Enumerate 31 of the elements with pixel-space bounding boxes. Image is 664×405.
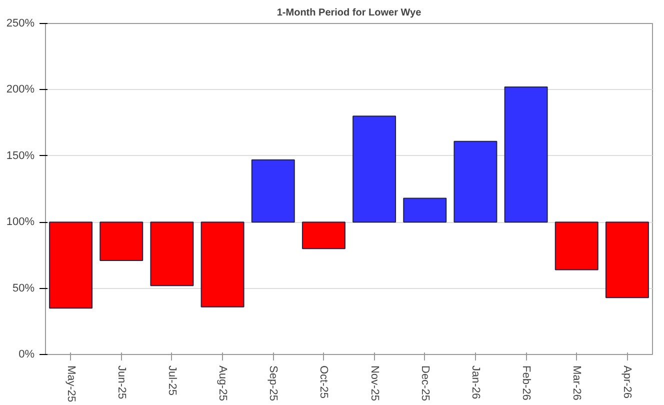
y-tick-label: 50% bbox=[12, 282, 35, 294]
bar bbox=[504, 86, 548, 223]
bar bbox=[49, 222, 93, 309]
x-tick-label: Dec-25 bbox=[418, 366, 431, 401]
bar bbox=[251, 159, 295, 223]
chart-title: 1-Month Period for Lower Wye bbox=[276, 8, 422, 18]
x-tick-label: Feb-26 bbox=[520, 366, 532, 400]
x-tick-label: Oct-25 bbox=[318, 366, 330, 399]
y-tick-label: 250% bbox=[6, 18, 35, 30]
x-tick-label: Mar-26 bbox=[570, 366, 583, 400]
y-tick-label: 150% bbox=[6, 150, 35, 162]
x-tick-label: Aug-25 bbox=[216, 366, 229, 401]
bar bbox=[150, 222, 194, 286]
bar bbox=[554, 222, 598, 270]
bar bbox=[352, 116, 396, 223]
bar bbox=[454, 140, 498, 223]
bar bbox=[403, 198, 447, 223]
x-tick-label: Jun-25 bbox=[115, 366, 128, 400]
y-tick-label: 0% bbox=[18, 348, 35, 360]
y-tick-label: 100% bbox=[6, 216, 35, 228]
x-tick-label: Jan-26 bbox=[469, 366, 482, 400]
x-tick-label: Jul-25 bbox=[166, 366, 178, 396]
bar bbox=[302, 222, 346, 250]
x-tick-label: May-25 bbox=[64, 366, 77, 402]
x-tick-label: Sep-25 bbox=[267, 366, 280, 401]
x-tick-label: Nov-25 bbox=[368, 366, 380, 401]
bar bbox=[200, 222, 244, 308]
y-tick-label: 200% bbox=[6, 84, 35, 96]
bar bbox=[100, 222, 144, 261]
bar bbox=[605, 222, 649, 298]
x-tick-label: Apr-26 bbox=[621, 366, 634, 399]
